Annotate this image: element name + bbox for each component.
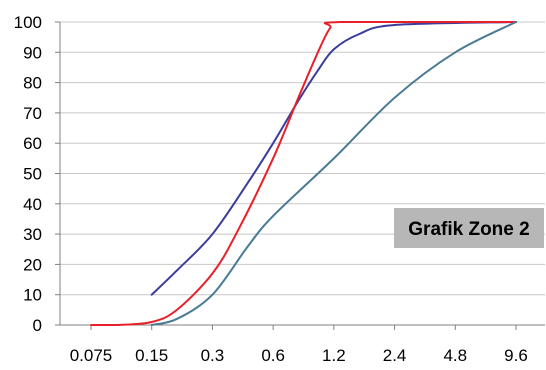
y-tick-label: 30: [23, 225, 42, 244]
y-tick-label: 100: [14, 13, 42, 32]
y-tick-label: 10: [23, 286, 42, 305]
x-tick-label: 0.6: [261, 346, 285, 365]
zone-label: Grafik Zone 2: [394, 208, 544, 248]
x-tick-label: 0.3: [201, 346, 225, 365]
x-tick-label: 1.2: [322, 346, 346, 365]
x-tick-labels: 0.075 0.15 0.3 0.6 1.2 2.4 4.8 9.6: [70, 325, 528, 365]
x-tick-label: 0.075: [70, 346, 113, 365]
y-tick-label: 60: [23, 134, 42, 153]
y-tick-labels: 0 10 20 30 40 50 60 70 80 90 100: [14, 13, 60, 335]
zone-label-text: Grafik Zone 2: [408, 219, 529, 240]
zone-label-box: [394, 208, 544, 248]
y-tick-label: 70: [23, 104, 42, 123]
y-tick-label: 40: [23, 195, 42, 214]
series-line-2: [90, 20, 517, 326]
series-line-1: [150, 21, 517, 296]
series-line-3: [150, 21, 517, 326]
x-tick-label: 2.4: [383, 346, 407, 365]
x-tick-label: 4.8: [443, 346, 467, 365]
gridlines: [60, 21, 545, 296]
y-tick-label: 50: [23, 165, 42, 184]
x-tick-label: 9.6: [504, 346, 528, 365]
series-lines: [90, 20, 517, 326]
y-tick-label: 80: [23, 74, 42, 93]
y-tick-label: 90: [23, 43, 42, 62]
y-tick-label: 20: [23, 255, 42, 274]
y-tick-label: 0: [33, 316, 42, 335]
x-tick-label: 0.15: [135, 346, 168, 365]
